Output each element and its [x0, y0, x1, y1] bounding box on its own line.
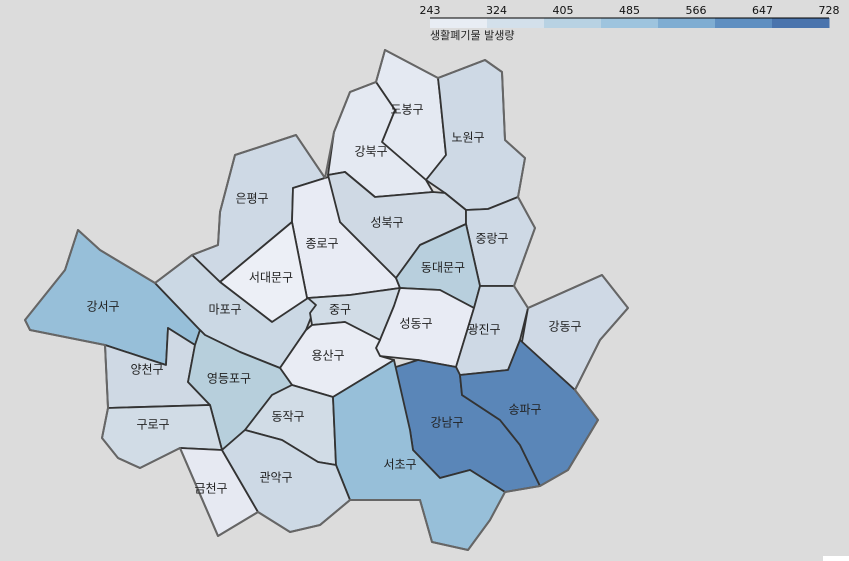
- district-shapes: 도봉구 노원구 강북구 은평구 종로구 성북구 중랑구 동대문구 서대문구 강서…: [24, 49, 629, 551]
- legend-swatch: [772, 18, 830, 28]
- legend-tick-label: 566: [686, 4, 707, 17]
- legend-swatch: [487, 18, 545, 28]
- legend-swatch: [544, 18, 602, 28]
- legend-tick-label: 405: [553, 4, 574, 17]
- color-legend: 243 324 405 485 566 647 728 생활폐기물 발생량: [420, 4, 840, 42]
- corner-scrollbar-stub: [823, 556, 849, 561]
- legend-ticks: 243 324 405 485 566 647 728: [420, 4, 840, 17]
- legend-swatch: [715, 18, 773, 28]
- legend-tick-label: 728: [819, 4, 840, 17]
- legend-tick-label: 647: [752, 4, 773, 17]
- legend-color-scale: [430, 18, 830, 28]
- legend-tick-label: 485: [619, 4, 640, 17]
- legend-swatch: [601, 18, 659, 28]
- legend-swatch: [658, 18, 716, 28]
- legend-title: 생활폐기물 발생량: [430, 28, 514, 42]
- legend-swatch: [430, 18, 488, 28]
- legend-tick-label: 243: [420, 4, 441, 17]
- legend-tick-label: 324: [486, 4, 507, 17]
